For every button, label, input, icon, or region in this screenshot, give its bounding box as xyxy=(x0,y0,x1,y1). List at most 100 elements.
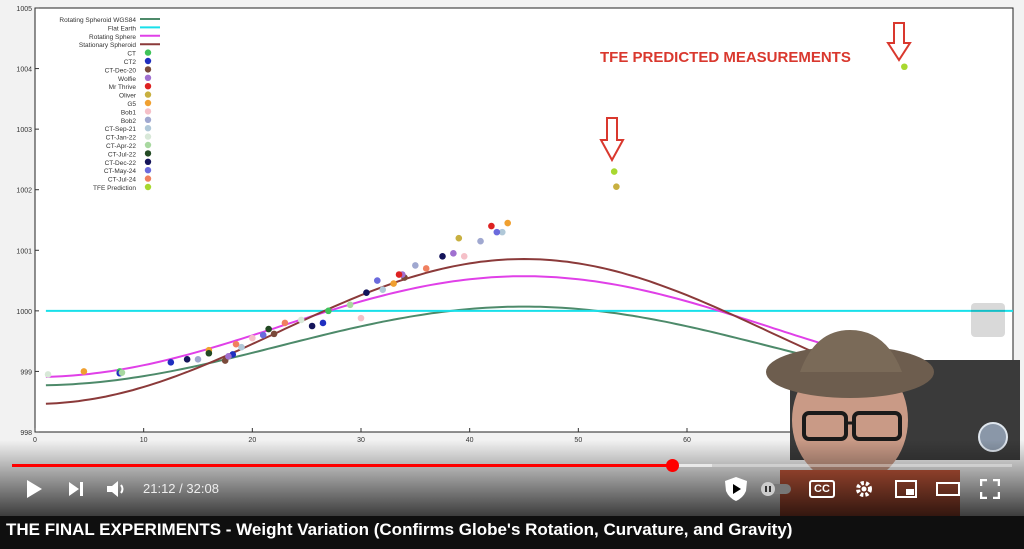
legend-label: Mr Thrive xyxy=(109,84,137,91)
theater-button[interactable] xyxy=(934,476,962,502)
legend-swatch xyxy=(144,167,152,174)
data-point xyxy=(281,319,289,327)
legend-label: Flat Earth xyxy=(108,25,137,32)
legend-swatch xyxy=(144,108,152,115)
play-button[interactable] xyxy=(22,476,46,502)
video-title: THE FINAL EXPERIMENTS - Weight Variation… xyxy=(6,520,793,539)
data-point xyxy=(270,330,278,338)
miniplayer-icon xyxy=(895,480,917,498)
data-point xyxy=(259,331,267,339)
legend-label: CT-Dec-20 xyxy=(105,67,137,74)
data-point xyxy=(265,325,272,333)
data-point xyxy=(205,349,213,357)
data-point xyxy=(225,352,232,360)
legend-label: Rotating Sphere xyxy=(89,34,136,41)
autoplay-toggle[interactable] xyxy=(760,476,792,502)
legend-label: CT-Apr-22 xyxy=(106,143,136,150)
legend-swatch xyxy=(144,83,152,90)
data-point xyxy=(613,183,620,190)
legend-swatch xyxy=(144,91,152,98)
legend-swatch xyxy=(144,150,152,157)
miniplayer-button[interactable] xyxy=(892,476,920,502)
cast-icon[interactable] xyxy=(971,303,1005,337)
legend-label: CT-May-24 xyxy=(104,168,137,175)
volume-button[interactable] xyxy=(104,476,130,502)
video-frame: 0102030405060708090998999100010011002100… xyxy=(0,0,1024,516)
legend-label: Stationary Spheroid xyxy=(79,42,136,49)
chart: 0102030405060708090998999100010011002100… xyxy=(16,6,1020,516)
y-tick-label: 1000 xyxy=(16,309,32,316)
data-point xyxy=(395,271,403,278)
legend-swatch xyxy=(144,141,152,149)
data-point xyxy=(232,340,240,348)
legend-label: CT2 xyxy=(124,59,137,66)
next-button[interactable] xyxy=(64,476,88,502)
data-point xyxy=(493,228,501,236)
captions-icon: CC xyxy=(809,480,835,498)
volume-icon xyxy=(107,481,124,497)
gear-icon xyxy=(856,481,872,497)
legend-swatch xyxy=(144,66,152,73)
data-points xyxy=(44,63,908,378)
legend-swatch xyxy=(144,99,152,107)
legend-label: G5 xyxy=(127,101,136,108)
legend-swatch xyxy=(144,74,152,82)
data-point xyxy=(390,280,397,287)
legend-label: CT-Sep-21 xyxy=(105,126,137,133)
legend-label: CT-Jan-22 xyxy=(106,135,137,142)
legend-swatch xyxy=(144,175,152,182)
arrow-down-icon xyxy=(886,22,912,62)
progress-played xyxy=(12,464,672,467)
settings-button[interactable] xyxy=(850,476,878,502)
data-point xyxy=(363,289,370,296)
progress-scrubber[interactable] xyxy=(666,459,679,472)
data-point xyxy=(80,368,88,375)
data-point xyxy=(118,369,126,376)
data-point xyxy=(374,277,381,284)
annotation-text: TFE PREDICTED MEASUREMENTS xyxy=(600,49,851,66)
legend-swatch xyxy=(144,116,152,124)
y-tick-label: 999 xyxy=(20,369,32,376)
data-point xyxy=(504,219,512,227)
duration: 32:08 xyxy=(186,481,219,496)
autoplay-toggle-icon xyxy=(761,482,791,496)
y-tick-label: 998 xyxy=(20,430,32,437)
legend-swatch xyxy=(144,133,152,140)
data-point xyxy=(901,63,908,71)
legend-label: Oliver xyxy=(119,93,137,100)
fullscreen-button[interactable] xyxy=(976,476,1004,502)
data-point xyxy=(194,356,202,363)
data-point xyxy=(319,319,327,327)
data-point xyxy=(325,307,332,315)
y-tick-label: 1002 xyxy=(16,188,32,195)
legend-swatch xyxy=(144,183,152,191)
shield-button[interactable] xyxy=(722,476,750,502)
legend-label: TFE Prediction xyxy=(93,185,136,192)
captions-button[interactable]: CC xyxy=(808,476,836,502)
arrow-down-icon xyxy=(599,117,625,163)
legend-swatch xyxy=(144,49,152,56)
data-point xyxy=(44,371,52,378)
data-point xyxy=(297,316,305,324)
data-point xyxy=(460,253,468,260)
progress-bar[interactable] xyxy=(12,459,1012,472)
legend-swatch xyxy=(144,158,152,165)
data-point xyxy=(183,356,191,363)
legend-label: CT-Jul-22 xyxy=(108,151,137,158)
annotation: TFE PREDICTED MEASUREMENTS xyxy=(599,22,912,163)
data-point xyxy=(238,343,245,351)
data-point xyxy=(167,359,175,366)
data-point xyxy=(610,168,618,175)
data-point xyxy=(498,228,506,236)
data-point xyxy=(379,286,387,293)
data-point xyxy=(412,262,419,269)
data-point xyxy=(308,322,316,330)
legend-label: CT-Jul-24 xyxy=(108,177,137,184)
data-point xyxy=(450,250,457,257)
y-tick-label: 1004 xyxy=(16,67,32,74)
video-player[interactable]: 0102030405060708090998999100010011002100… xyxy=(0,0,1024,516)
y-tick-label: 1001 xyxy=(16,248,32,255)
current-time: 21:12 xyxy=(143,481,176,496)
shield-play-icon xyxy=(725,477,747,501)
